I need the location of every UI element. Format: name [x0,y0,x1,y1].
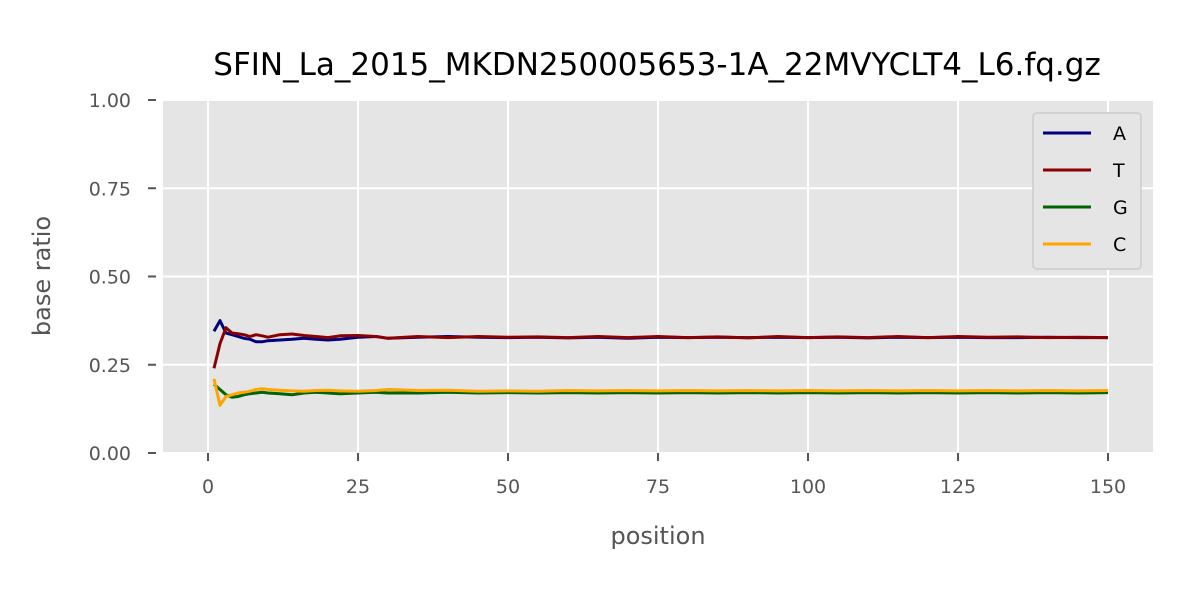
legend-label-g: G [1113,197,1128,219]
y-tick-label: 1.00 [89,90,131,112]
legend-label-c: C [1113,234,1126,256]
x-axis-label: position [610,522,705,550]
x-tick-label: 25 [346,476,370,498]
axes: 0 25 50 75 100 125 150 0.00 0.25 0.50 0.75 1.00 [89,90,1126,498]
x-tick-label: 75 [646,476,670,498]
legend-label-a: A [1113,123,1126,145]
x-tick-label: 100 [790,476,826,498]
series-line-g [213,383,1109,399]
x-tick-label: 50 [496,476,520,498]
grid-lines [163,99,1153,454]
y-tick-label: 0.00 [89,443,131,465]
y-axis-label: base ratio [28,216,56,336]
y-tick-label: 0.25 [89,355,131,377]
series-line-c [212,378,1109,407]
chart-title: SFIN_La_2015_MKDN250005653-1A_22MVYCLT4_… [213,47,1100,83]
legend-label-t: T [1112,160,1125,182]
x-tick-label: 125 [940,476,976,498]
y-tick-label: 0.75 [89,178,131,200]
series-lines [212,319,1109,407]
y-tick-label: 0.50 [89,267,131,289]
x-tick-label: 150 [1090,476,1126,498]
legend-box [1032,112,1142,270]
x-tick-label: 0 [202,476,214,498]
series-line-t [212,326,1109,369]
